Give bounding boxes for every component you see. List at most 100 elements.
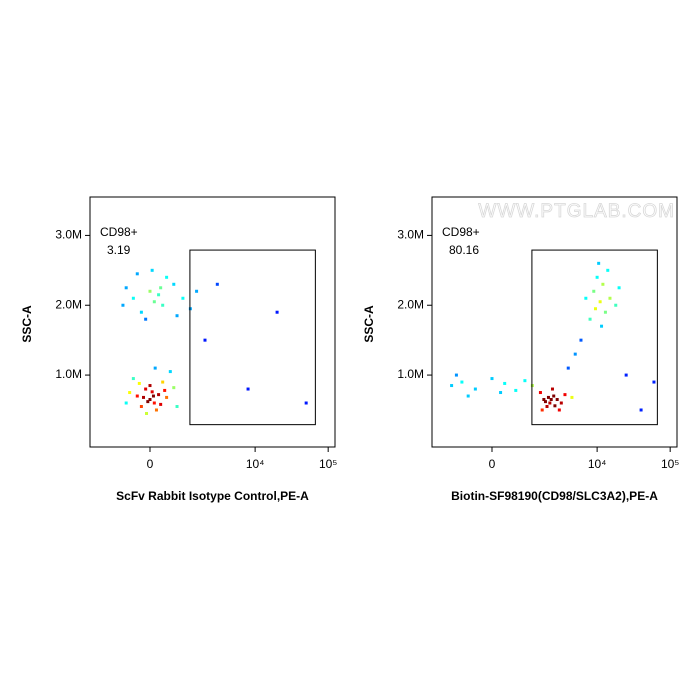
- event-dot: [552, 394, 556, 398]
- event-dot: [159, 286, 163, 290]
- event-dot: [545, 404, 549, 408]
- event-dot: [601, 282, 605, 286]
- event-dot: [152, 300, 156, 304]
- event-dot: [195, 289, 199, 293]
- plot-frame: [89, 196, 336, 448]
- event-dot: [146, 400, 150, 404]
- event-dot: [150, 390, 154, 394]
- event-dot: [548, 401, 552, 405]
- y-tick-label: 1.0M: [55, 367, 82, 381]
- x-tick-label: 0: [489, 457, 496, 471]
- event-dot: [144, 317, 148, 321]
- event-dot: [652, 380, 656, 384]
- event-dot: [124, 401, 128, 405]
- event-dot: [593, 307, 597, 311]
- event-dot: [175, 314, 179, 318]
- event-dot: [139, 404, 143, 408]
- watermark: WWW.PTGLAB.COM: [478, 201, 675, 222]
- event-dot: [549, 398, 553, 402]
- event-dot: [540, 408, 544, 412]
- event-dot: [203, 338, 207, 342]
- event-dot: [148, 384, 152, 388]
- event-dot: [175, 404, 179, 408]
- event-dot: [499, 391, 503, 395]
- event-dot: [157, 393, 161, 397]
- y-tick-label: 2.0M: [55, 297, 82, 311]
- y-axis-label: SSC-A: [20, 305, 34, 343]
- event-dot: [588, 317, 592, 321]
- event-dot: [159, 402, 163, 406]
- event-dot: [163, 388, 167, 392]
- event-dot: [128, 391, 132, 395]
- event-dot: [131, 377, 135, 381]
- event-dot: [538, 391, 542, 395]
- event-dot: [490, 377, 494, 381]
- event-dot: [608, 296, 612, 300]
- event-dot: [466, 394, 470, 398]
- event-dot: [514, 388, 518, 392]
- event-dot: [597, 261, 601, 265]
- event-dot: [503, 381, 507, 385]
- event-dot: [595, 275, 599, 279]
- event-dot: [131, 296, 135, 300]
- event-dot: [161, 303, 165, 307]
- x-axis-label: Biotin-SF98190(CD98/SLC3A2),PE-A: [451, 489, 658, 503]
- event-dot: [304, 401, 308, 405]
- event-dot: [624, 373, 628, 377]
- event-dot: [148, 398, 152, 402]
- event-dot: [454, 373, 458, 377]
- event-dot: [157, 293, 161, 297]
- event-dot: [275, 310, 279, 314]
- x-tick-label: 10⁴: [588, 457, 607, 471]
- gate-label: CD98+: [100, 225, 138, 239]
- event-dot: [553, 404, 557, 408]
- event-dot: [592, 289, 596, 293]
- event-dot: [150, 268, 154, 272]
- y-tick-label: 3.0M: [397, 228, 424, 242]
- event-dot: [546, 395, 550, 399]
- event-dot: [614, 303, 618, 307]
- event-dot: [598, 300, 602, 304]
- y-axis-label: SSC-A: [362, 305, 376, 343]
- event-dot: [148, 289, 152, 293]
- event-dot: [600, 324, 604, 328]
- event-dot: [135, 272, 139, 276]
- event-dot: [145, 411, 149, 415]
- gate-percent: 80.16: [449, 243, 479, 257]
- event-dot: [246, 387, 250, 391]
- x-tick-label: 10⁵: [661, 457, 679, 471]
- y-tick-label: 3.0M: [55, 228, 82, 242]
- event-dot: [559, 401, 563, 405]
- event-dot: [542, 398, 546, 402]
- event-dot: [579, 338, 583, 342]
- event-dot: [573, 352, 577, 356]
- gate-label: CD98+: [442, 225, 480, 239]
- gate-percent: 3.19: [107, 243, 131, 257]
- y-tick-label: 1.0M: [397, 367, 424, 381]
- event-dot: [543, 400, 547, 404]
- event-dot: [603, 310, 607, 314]
- event-dot: [584, 296, 588, 300]
- event-dot: [450, 384, 454, 388]
- event-dot: [555, 398, 559, 402]
- event-dot: [154, 408, 158, 412]
- event-dot: [165, 395, 169, 399]
- event-dot: [124, 286, 128, 290]
- plot-frame: [431, 196, 678, 448]
- event-dot: [557, 408, 561, 412]
- event-dot: [181, 296, 185, 300]
- event-dot: [523, 379, 527, 383]
- event-dot: [172, 282, 176, 286]
- event-dot: [617, 286, 621, 290]
- event-dot: [473, 387, 477, 391]
- event-dot: [137, 381, 141, 385]
- event-dot: [165, 275, 169, 279]
- event-dot: [153, 366, 157, 370]
- event-dot: [151, 394, 155, 398]
- event-dot: [139, 310, 143, 314]
- event-dot: [135, 394, 139, 398]
- event-dot: [121, 303, 125, 307]
- event-dot: [168, 370, 172, 374]
- event-dot: [152, 401, 156, 405]
